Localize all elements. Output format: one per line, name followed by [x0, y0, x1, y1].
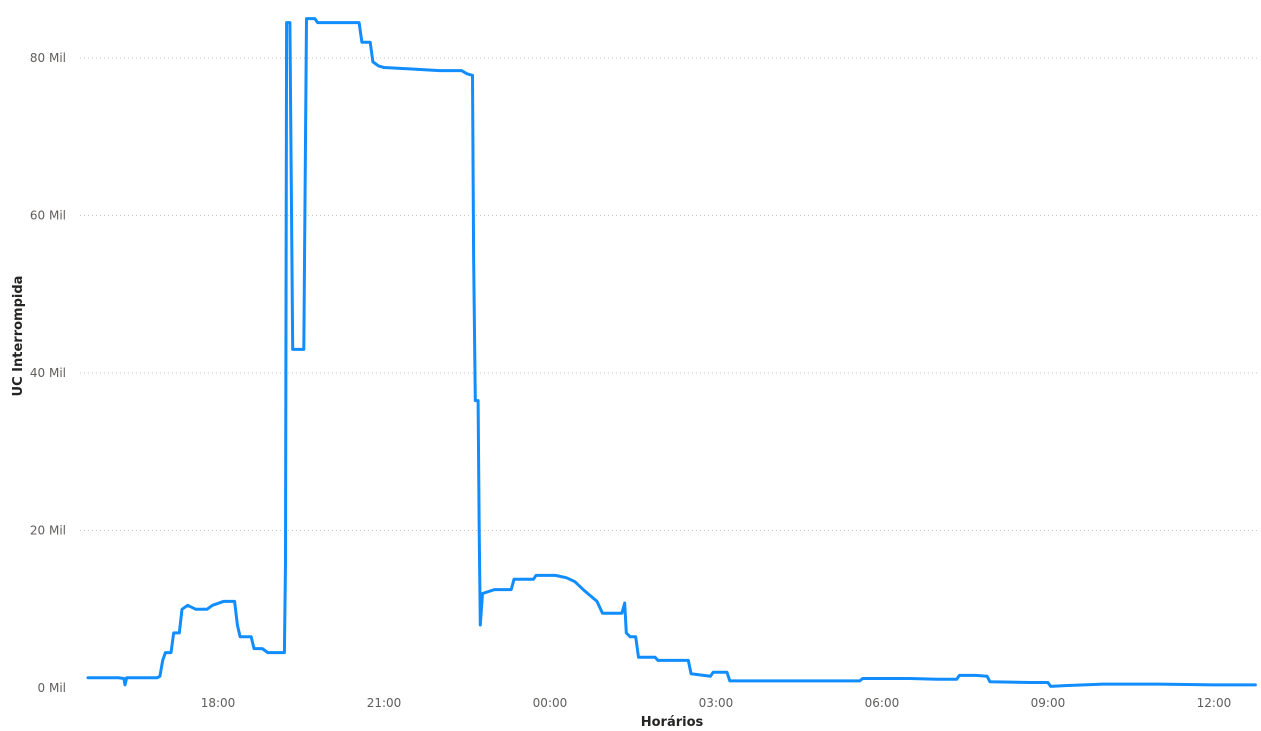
- y-tick-label: 60 Mil: [30, 209, 66, 223]
- y-tick-label: 80 Mil: [30, 51, 66, 65]
- x-axis-ticks: 18:00 21:00 00:00 03:00 06:00 09:00 12:00: [201, 696, 1232, 710]
- y-tick-label: 20 Mil: [30, 524, 66, 538]
- gridlines: [80, 57, 1258, 531]
- y-tick-label: 0 Mil: [38, 681, 66, 695]
- x-tick-label: 18:00: [201, 696, 236, 710]
- x-axis-title: Horários: [641, 715, 704, 730]
- x-tick-label: 21:00: [367, 696, 402, 710]
- x-tick-label: 12:00: [1197, 696, 1232, 710]
- y-axis-title: UC Interrompida: [11, 276, 26, 397]
- series-line: [86, 17, 1257, 688]
- x-tick-label: 03:00: [699, 696, 734, 710]
- series-layer: [86, 17, 1257, 688]
- x-tick-label: 09:00: [1031, 696, 1066, 710]
- y-tick-label: 40 Mil: [30, 366, 66, 380]
- x-tick-label: 06:00: [865, 696, 900, 710]
- x-tick-label: 00:00: [533, 696, 568, 710]
- y-axis-ticks: 0 Mil 20 Mil 40 Mil 60 Mil 80 Mil: [30, 51, 66, 695]
